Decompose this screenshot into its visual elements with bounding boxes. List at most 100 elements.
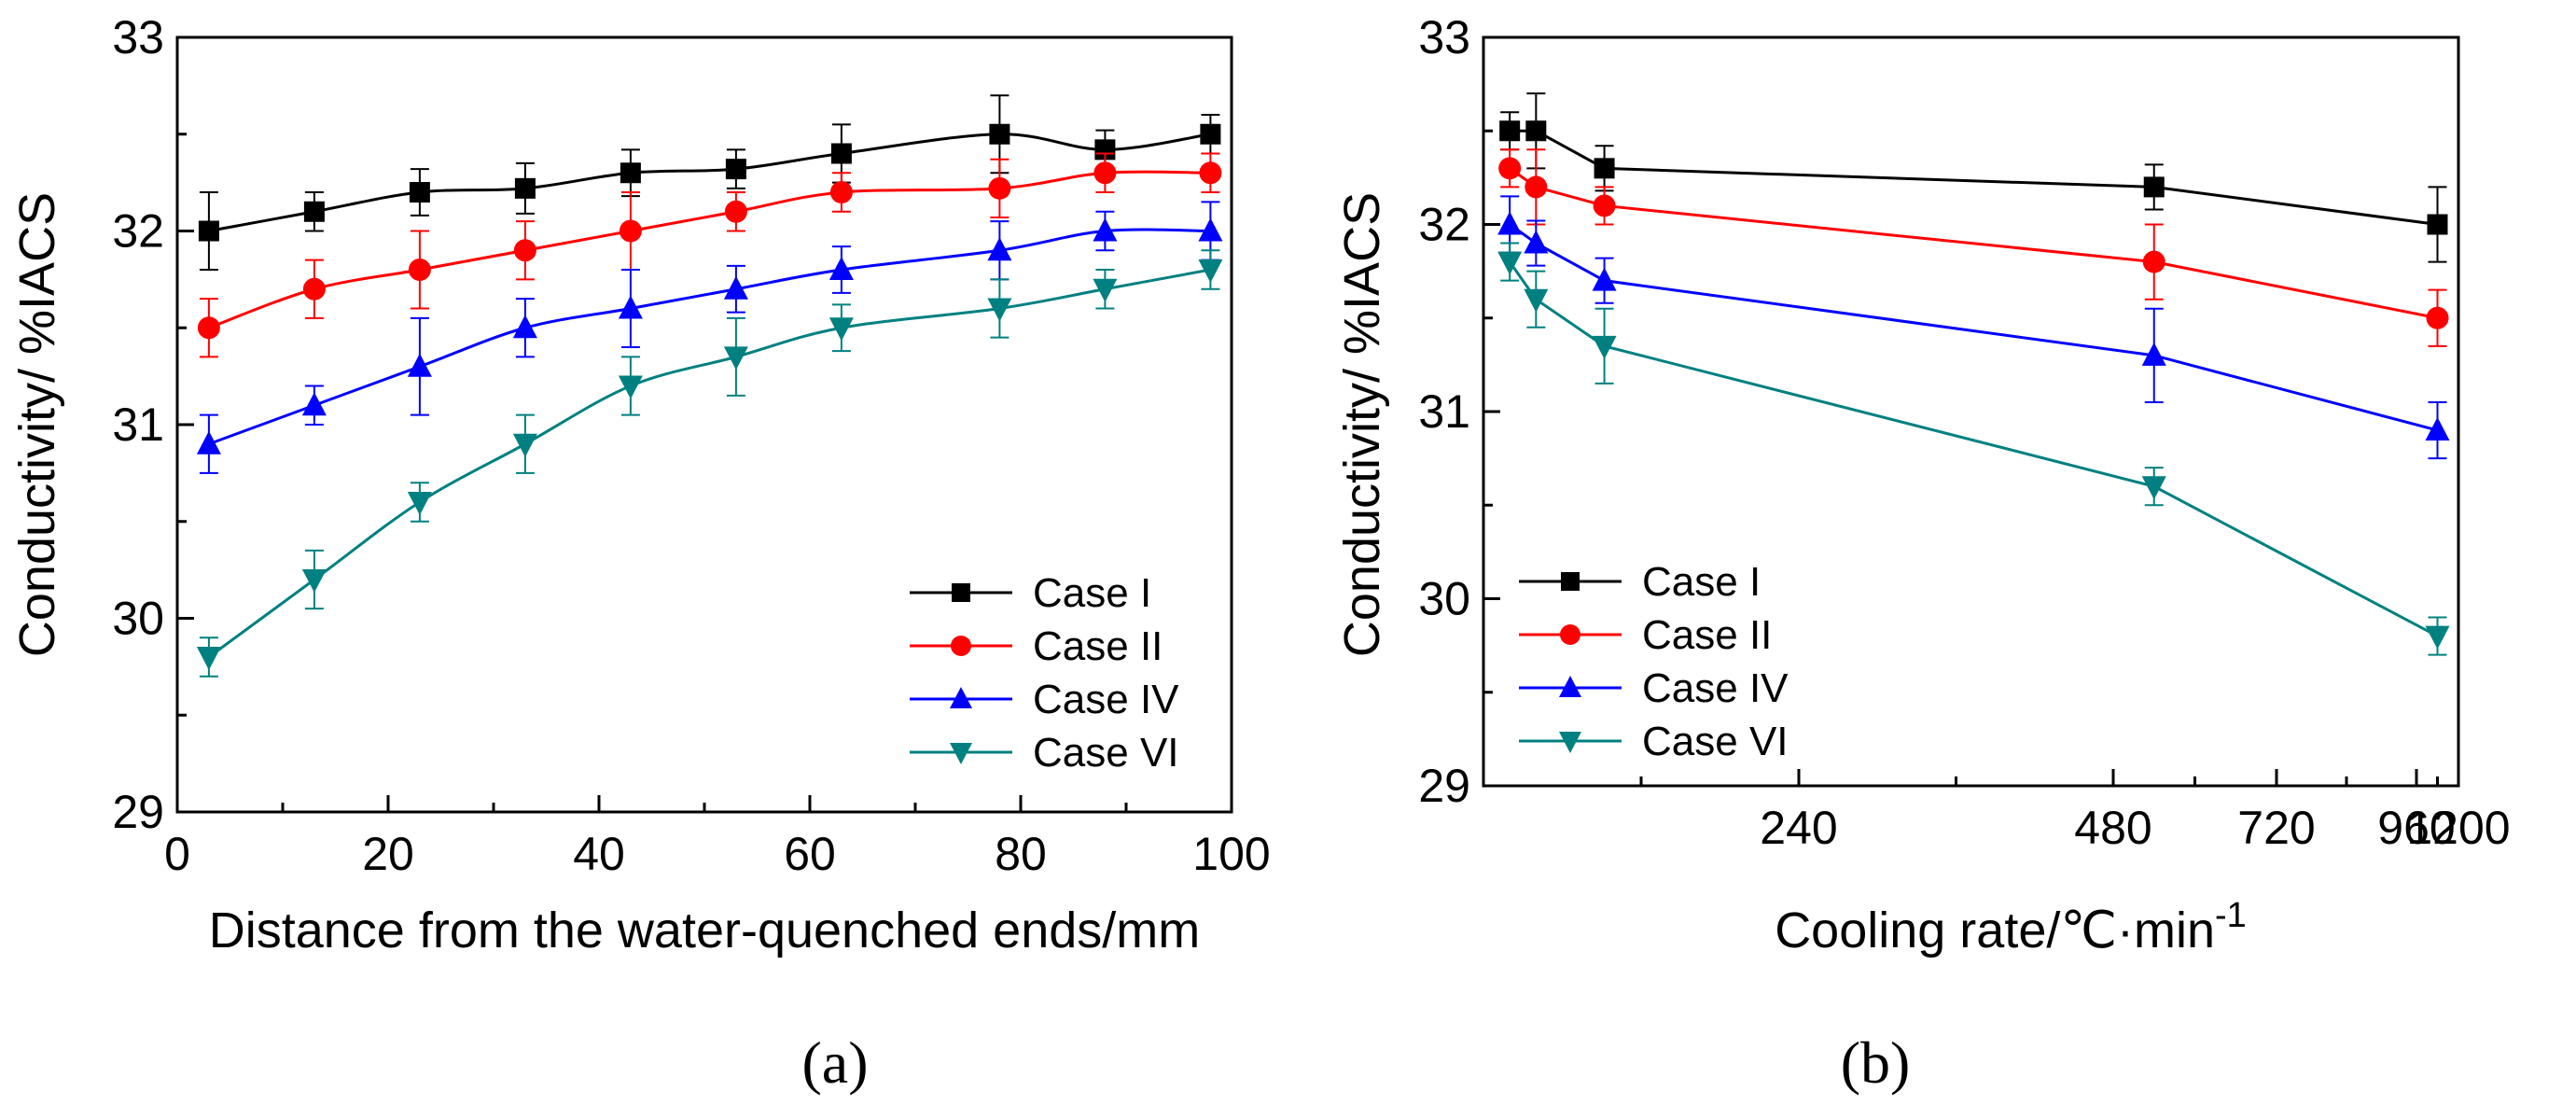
legend-label: Case IV <box>1642 665 1789 711</box>
data-point <box>620 162 641 184</box>
x-tick-label-a-2: 40 <box>573 828 625 880</box>
data-point <box>1199 161 1222 185</box>
data-point <box>301 569 327 593</box>
ylabel-b: Conductivity/ %IACS <box>1334 192 1390 657</box>
legend-label: Case II <box>1033 623 1163 669</box>
series-line <box>208 170 1211 329</box>
data-point <box>407 353 432 377</box>
legend-b: Case I Case II Case IV Case VI <box>1519 559 1789 764</box>
y-tick-label-a-1: 30 <box>112 593 164 645</box>
x-tick-label-b-0: 240 <box>1760 802 1837 854</box>
data-point <box>409 182 430 203</box>
legend-label: Case I <box>1642 559 1761 605</box>
series-a-case-iv <box>196 201 1223 474</box>
data-point <box>618 375 643 399</box>
data-point <box>1498 157 1522 180</box>
data-point <box>725 159 746 180</box>
data-point <box>1198 259 1223 283</box>
series-line <box>208 268 1211 659</box>
x-tick-label-a-3: 60 <box>784 828 836 880</box>
data-point <box>196 647 221 670</box>
series-a-case-ii <box>197 152 1222 358</box>
legend-marker <box>1559 676 1581 697</box>
plot-frame-a <box>175 35 1233 814</box>
y-tick-label-b-1: 30 <box>1418 573 1470 625</box>
series-b-case-vi <box>1497 242 2450 656</box>
legend-a: Case I Case II Case IV Case VI <box>910 570 1179 776</box>
data-point <box>829 181 853 203</box>
data-point <box>1592 335 1617 359</box>
legend-marker <box>951 636 971 656</box>
data-point <box>828 317 854 342</box>
data-point <box>1093 278 1118 302</box>
y-tick-label-b-0: 29 <box>1418 760 1470 812</box>
data-point <box>723 346 748 371</box>
data-point <box>512 315 537 339</box>
data-point <box>2426 306 2449 329</box>
data-point <box>1198 217 1223 242</box>
data-point <box>619 219 642 243</box>
x-tick-label-a-4: 80 <box>995 828 1047 880</box>
data-point <box>198 220 219 242</box>
data-point <box>1524 288 1549 313</box>
data-point <box>303 201 325 222</box>
data-point <box>1093 217 1118 242</box>
series-b-case-ii <box>1498 148 2449 347</box>
y-tick-label-b-3: 32 <box>1418 199 1470 251</box>
series-b-case-i <box>1499 92 2448 263</box>
data-point <box>1593 194 1616 217</box>
data-point <box>1525 175 1548 199</box>
x-tick-label-a-5: 100 <box>1192 828 1270 880</box>
x-tick-label-b-2: 720 <box>2237 802 2315 854</box>
series-a-case-i <box>198 94 1221 271</box>
legend-label: Case VI <box>1033 730 1179 776</box>
data-point <box>1525 120 1547 142</box>
data-point <box>987 237 1012 261</box>
data-point <box>2425 417 2450 441</box>
series-line <box>208 228 1211 446</box>
legend-marker <box>1560 624 1580 645</box>
data-point <box>514 177 536 199</box>
legend-label: Case VI <box>1642 719 1789 764</box>
y-tick-label-a-3: 32 <box>112 205 164 258</box>
ylabel-a: Conductivity/ %IACS <box>9 192 65 657</box>
legend-label: Case IV <box>1033 677 1179 722</box>
data-point <box>2142 250 2165 273</box>
data-point <box>2141 342 2166 366</box>
xlabel-a: Distance from the water-quenched ends/mm <box>209 902 1201 958</box>
data-point <box>1524 230 1549 254</box>
data-point <box>988 176 1011 200</box>
legend-marker <box>1561 572 1580 591</box>
panel-label-a: (a) <box>801 1029 868 1096</box>
y-tick-label-a-2: 31 <box>112 399 164 451</box>
legend-marker <box>950 743 972 764</box>
x-tick-label-b-1: 480 <box>2074 802 2151 854</box>
y-tick-label-b-2: 31 <box>1418 385 1470 438</box>
xlabel-b: Cooling rate/℃·min-1 <box>1775 896 2247 958</box>
legend-marker <box>950 687 972 708</box>
data-point <box>1093 161 1117 185</box>
x-tick-label-a-1: 20 <box>362 828 414 880</box>
data-point <box>1592 267 1617 291</box>
legend-label: Case II <box>1642 612 1772 658</box>
xlabel-b-superscript: -1 <box>2215 896 2247 935</box>
data-point <box>2143 176 2165 198</box>
series-line <box>1509 223 2438 432</box>
data-point <box>1200 123 1221 145</box>
data-point <box>2141 476 2166 500</box>
data-point <box>407 492 432 515</box>
data-point <box>408 259 431 281</box>
data-point <box>196 430 221 455</box>
data-point <box>2425 625 2450 650</box>
panel-label-b: (b) <box>1841 1029 1911 1096</box>
y-tick-label-b-4: 33 <box>1418 11 1470 63</box>
series-line <box>1509 167 2438 320</box>
data-point <box>1094 139 1116 161</box>
x-tick-label-a-0: 0 <box>164 828 190 880</box>
plot-frame-b <box>1482 35 2460 788</box>
data-point <box>830 143 852 164</box>
data-point <box>989 123 1010 145</box>
data-point <box>197 316 220 340</box>
x-tick-label-b-3: 960 <box>2377 802 2455 854</box>
